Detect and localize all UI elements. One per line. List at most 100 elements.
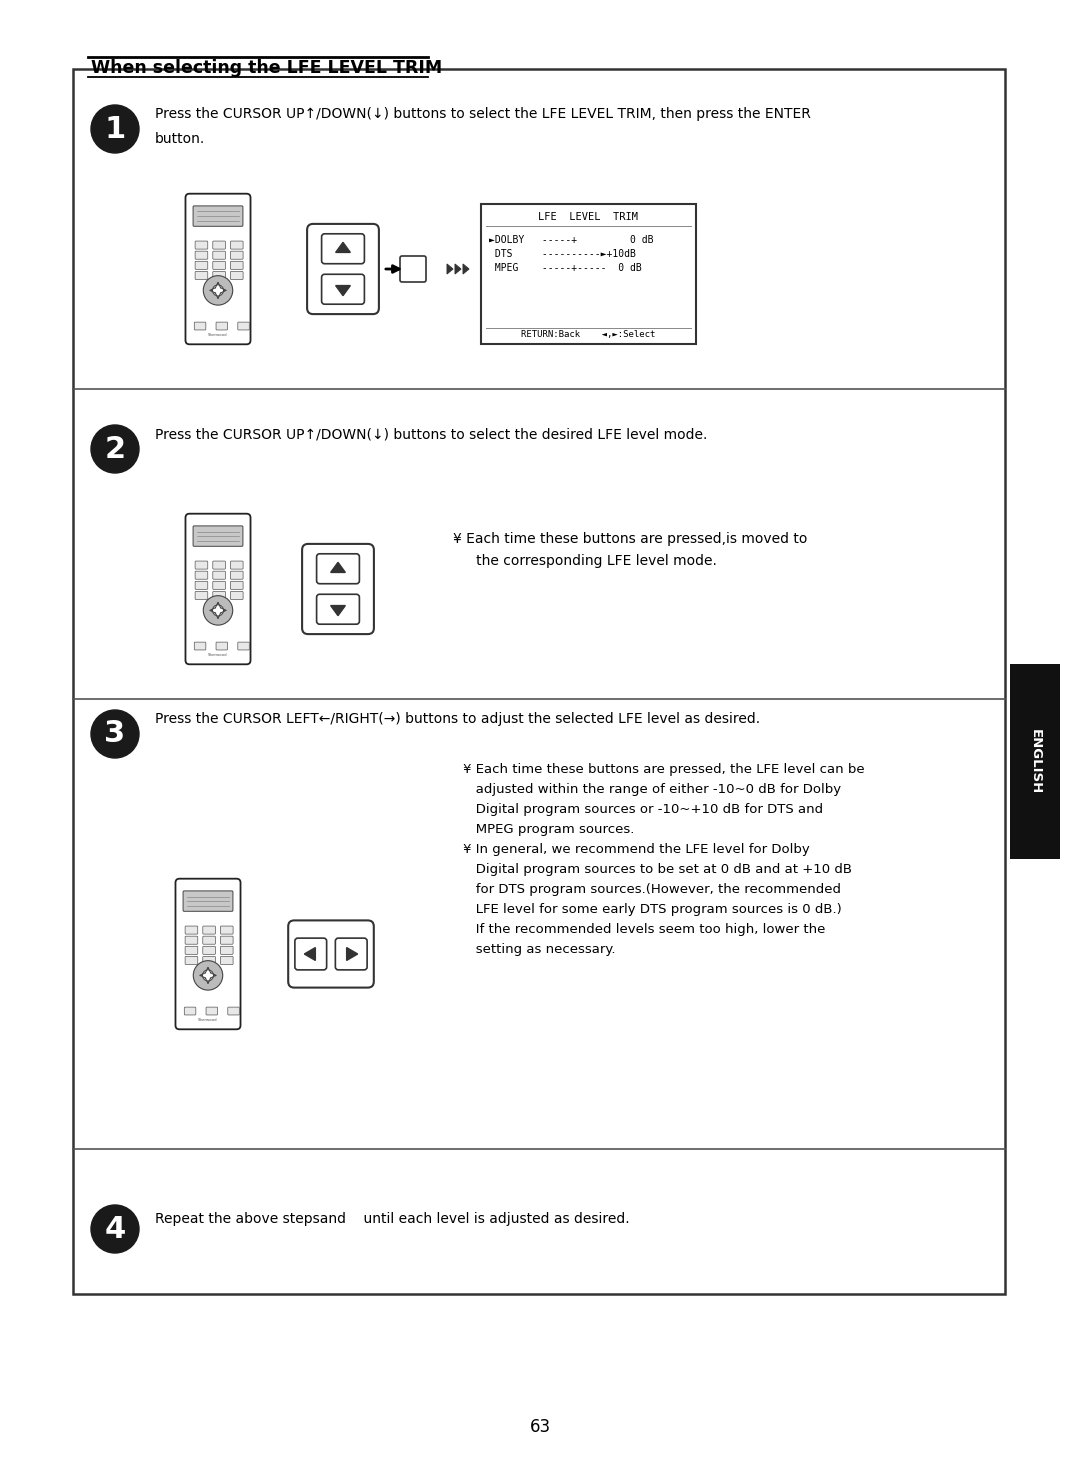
FancyBboxPatch shape [195, 241, 207, 248]
FancyBboxPatch shape [203, 926, 215, 935]
FancyBboxPatch shape [316, 553, 360, 584]
FancyBboxPatch shape [216, 322, 228, 330]
Text: DTS     ----------►+10dB: DTS ----------►+10dB [489, 248, 636, 259]
FancyBboxPatch shape [194, 642, 206, 649]
FancyBboxPatch shape [186, 513, 251, 664]
FancyBboxPatch shape [230, 561, 243, 569]
Text: 3: 3 [105, 719, 125, 748]
FancyBboxPatch shape [230, 272, 243, 280]
FancyBboxPatch shape [195, 251, 207, 259]
FancyBboxPatch shape [228, 1007, 240, 1015]
FancyBboxPatch shape [184, 890, 233, 911]
Text: Sherwood: Sherwood [208, 333, 228, 337]
Text: Repeat the above stepsand    until each level is adjusted as desired.: Repeat the above stepsand until each lev… [156, 1211, 630, 1226]
FancyBboxPatch shape [220, 936, 233, 944]
FancyBboxPatch shape [203, 957, 215, 964]
Bar [481, 204, 696, 345]
FancyBboxPatch shape [302, 544, 374, 634]
FancyBboxPatch shape [322, 274, 364, 305]
Text: ¥ Each time these buttons are pressed, the LFE level can be: ¥ Each time these buttons are pressed, t… [463, 763, 865, 775]
Text: ¥ In general, we recommend the LFE level for Dolby: ¥ In general, we recommend the LFE level… [463, 843, 810, 855]
FancyBboxPatch shape [230, 241, 243, 248]
Text: If the recommended levels seem too high, lower the: If the recommended levels seem too high,… [463, 923, 825, 936]
FancyBboxPatch shape [195, 272, 207, 280]
Text: 63: 63 [529, 1418, 551, 1436]
FancyBboxPatch shape [213, 571, 226, 580]
FancyBboxPatch shape [185, 957, 198, 964]
FancyBboxPatch shape [213, 241, 226, 248]
FancyBboxPatch shape [213, 262, 226, 269]
FancyBboxPatch shape [175, 879, 241, 1029]
Polygon shape [305, 948, 315, 960]
Text: button.: button. [156, 132, 205, 146]
Text: LFE  LEVEL  TRIM: LFE LEVEL TRIM [539, 211, 638, 222]
Text: 1: 1 [105, 114, 125, 143]
Text: Press the CURSOR LEFT←/RIGHT(→) buttons to adjust the selected LFE level as desi: Press the CURSOR LEFT←/RIGHT(→) buttons … [156, 711, 760, 726]
Circle shape [213, 285, 224, 296]
FancyBboxPatch shape [220, 957, 233, 964]
FancyBboxPatch shape [230, 571, 243, 580]
Circle shape [91, 424, 139, 473]
Polygon shape [447, 263, 453, 274]
Text: 2: 2 [105, 435, 125, 463]
FancyBboxPatch shape [203, 936, 215, 944]
FancyBboxPatch shape [195, 571, 207, 580]
FancyBboxPatch shape [238, 322, 249, 330]
FancyBboxPatch shape [322, 234, 364, 263]
FancyBboxPatch shape [213, 581, 226, 589]
FancyBboxPatch shape [400, 256, 426, 282]
Text: ►DOLBY   -----+         0 dB: ►DOLBY -----+ 0 dB [489, 235, 653, 246]
Circle shape [91, 710, 139, 759]
Polygon shape [336, 243, 350, 253]
Polygon shape [455, 263, 461, 274]
Text: for DTS program sources.(However, the recommended: for DTS program sources.(However, the re… [463, 883, 841, 895]
FancyBboxPatch shape [195, 581, 207, 589]
Text: LFE level for some early DTS program sources is 0 dB.): LFE level for some early DTS program sou… [463, 902, 841, 916]
Circle shape [213, 605, 224, 615]
Text: RETURN:Back    ◄,►:Select: RETURN:Back ◄,►:Select [522, 330, 656, 340]
Text: Digital program sources or -10~+10 dB for DTS and: Digital program sources or -10~+10 dB fo… [463, 803, 823, 815]
FancyBboxPatch shape [213, 272, 226, 280]
Text: Sherwood: Sherwood [199, 1018, 218, 1022]
Bar [73, 70, 1005, 1294]
FancyBboxPatch shape [238, 642, 249, 649]
Text: setting as necessary.: setting as necessary. [463, 942, 616, 955]
FancyBboxPatch shape [230, 581, 243, 589]
FancyBboxPatch shape [316, 595, 360, 624]
Text: ENGLISH: ENGLISH [1028, 729, 1041, 794]
Polygon shape [347, 948, 357, 960]
FancyBboxPatch shape [230, 262, 243, 269]
Text: Digital program sources to be set at 0 dB and at +10 dB: Digital program sources to be set at 0 d… [463, 862, 852, 876]
Text: adjusted within the range of either -10~0 dB for Dolby: adjusted within the range of either -10~… [463, 782, 841, 796]
FancyBboxPatch shape [213, 561, 226, 569]
Text: Sherwood: Sherwood [208, 652, 228, 657]
Circle shape [203, 275, 232, 305]
FancyBboxPatch shape [193, 527, 243, 546]
Polygon shape [463, 263, 469, 274]
FancyBboxPatch shape [336, 938, 367, 970]
Circle shape [91, 105, 139, 152]
Polygon shape [330, 605, 346, 615]
FancyBboxPatch shape [195, 262, 207, 269]
FancyBboxPatch shape [186, 194, 251, 345]
Circle shape [91, 1205, 139, 1253]
FancyBboxPatch shape [185, 1007, 195, 1015]
FancyBboxPatch shape [230, 592, 243, 599]
FancyBboxPatch shape [213, 251, 226, 259]
Text: MPEG    -----+-----  0 dB: MPEG -----+----- 0 dB [489, 263, 642, 274]
Text: the corresponding LFE level mode.: the corresponding LFE level mode. [463, 555, 717, 568]
FancyBboxPatch shape [213, 592, 226, 599]
FancyBboxPatch shape [307, 223, 379, 314]
FancyBboxPatch shape [206, 1007, 217, 1015]
FancyBboxPatch shape [203, 947, 215, 954]
FancyBboxPatch shape [216, 642, 228, 649]
Text: ¥ Each time these buttons are pressed,is moved to: ¥ Each time these buttons are pressed,is… [453, 532, 808, 546]
FancyBboxPatch shape [193, 206, 243, 226]
FancyBboxPatch shape [288, 920, 374, 988]
FancyBboxPatch shape [195, 592, 207, 599]
Text: 4: 4 [105, 1214, 125, 1244]
FancyBboxPatch shape [185, 936, 198, 944]
Circle shape [203, 596, 232, 626]
Polygon shape [336, 285, 350, 296]
FancyBboxPatch shape [195, 561, 207, 569]
